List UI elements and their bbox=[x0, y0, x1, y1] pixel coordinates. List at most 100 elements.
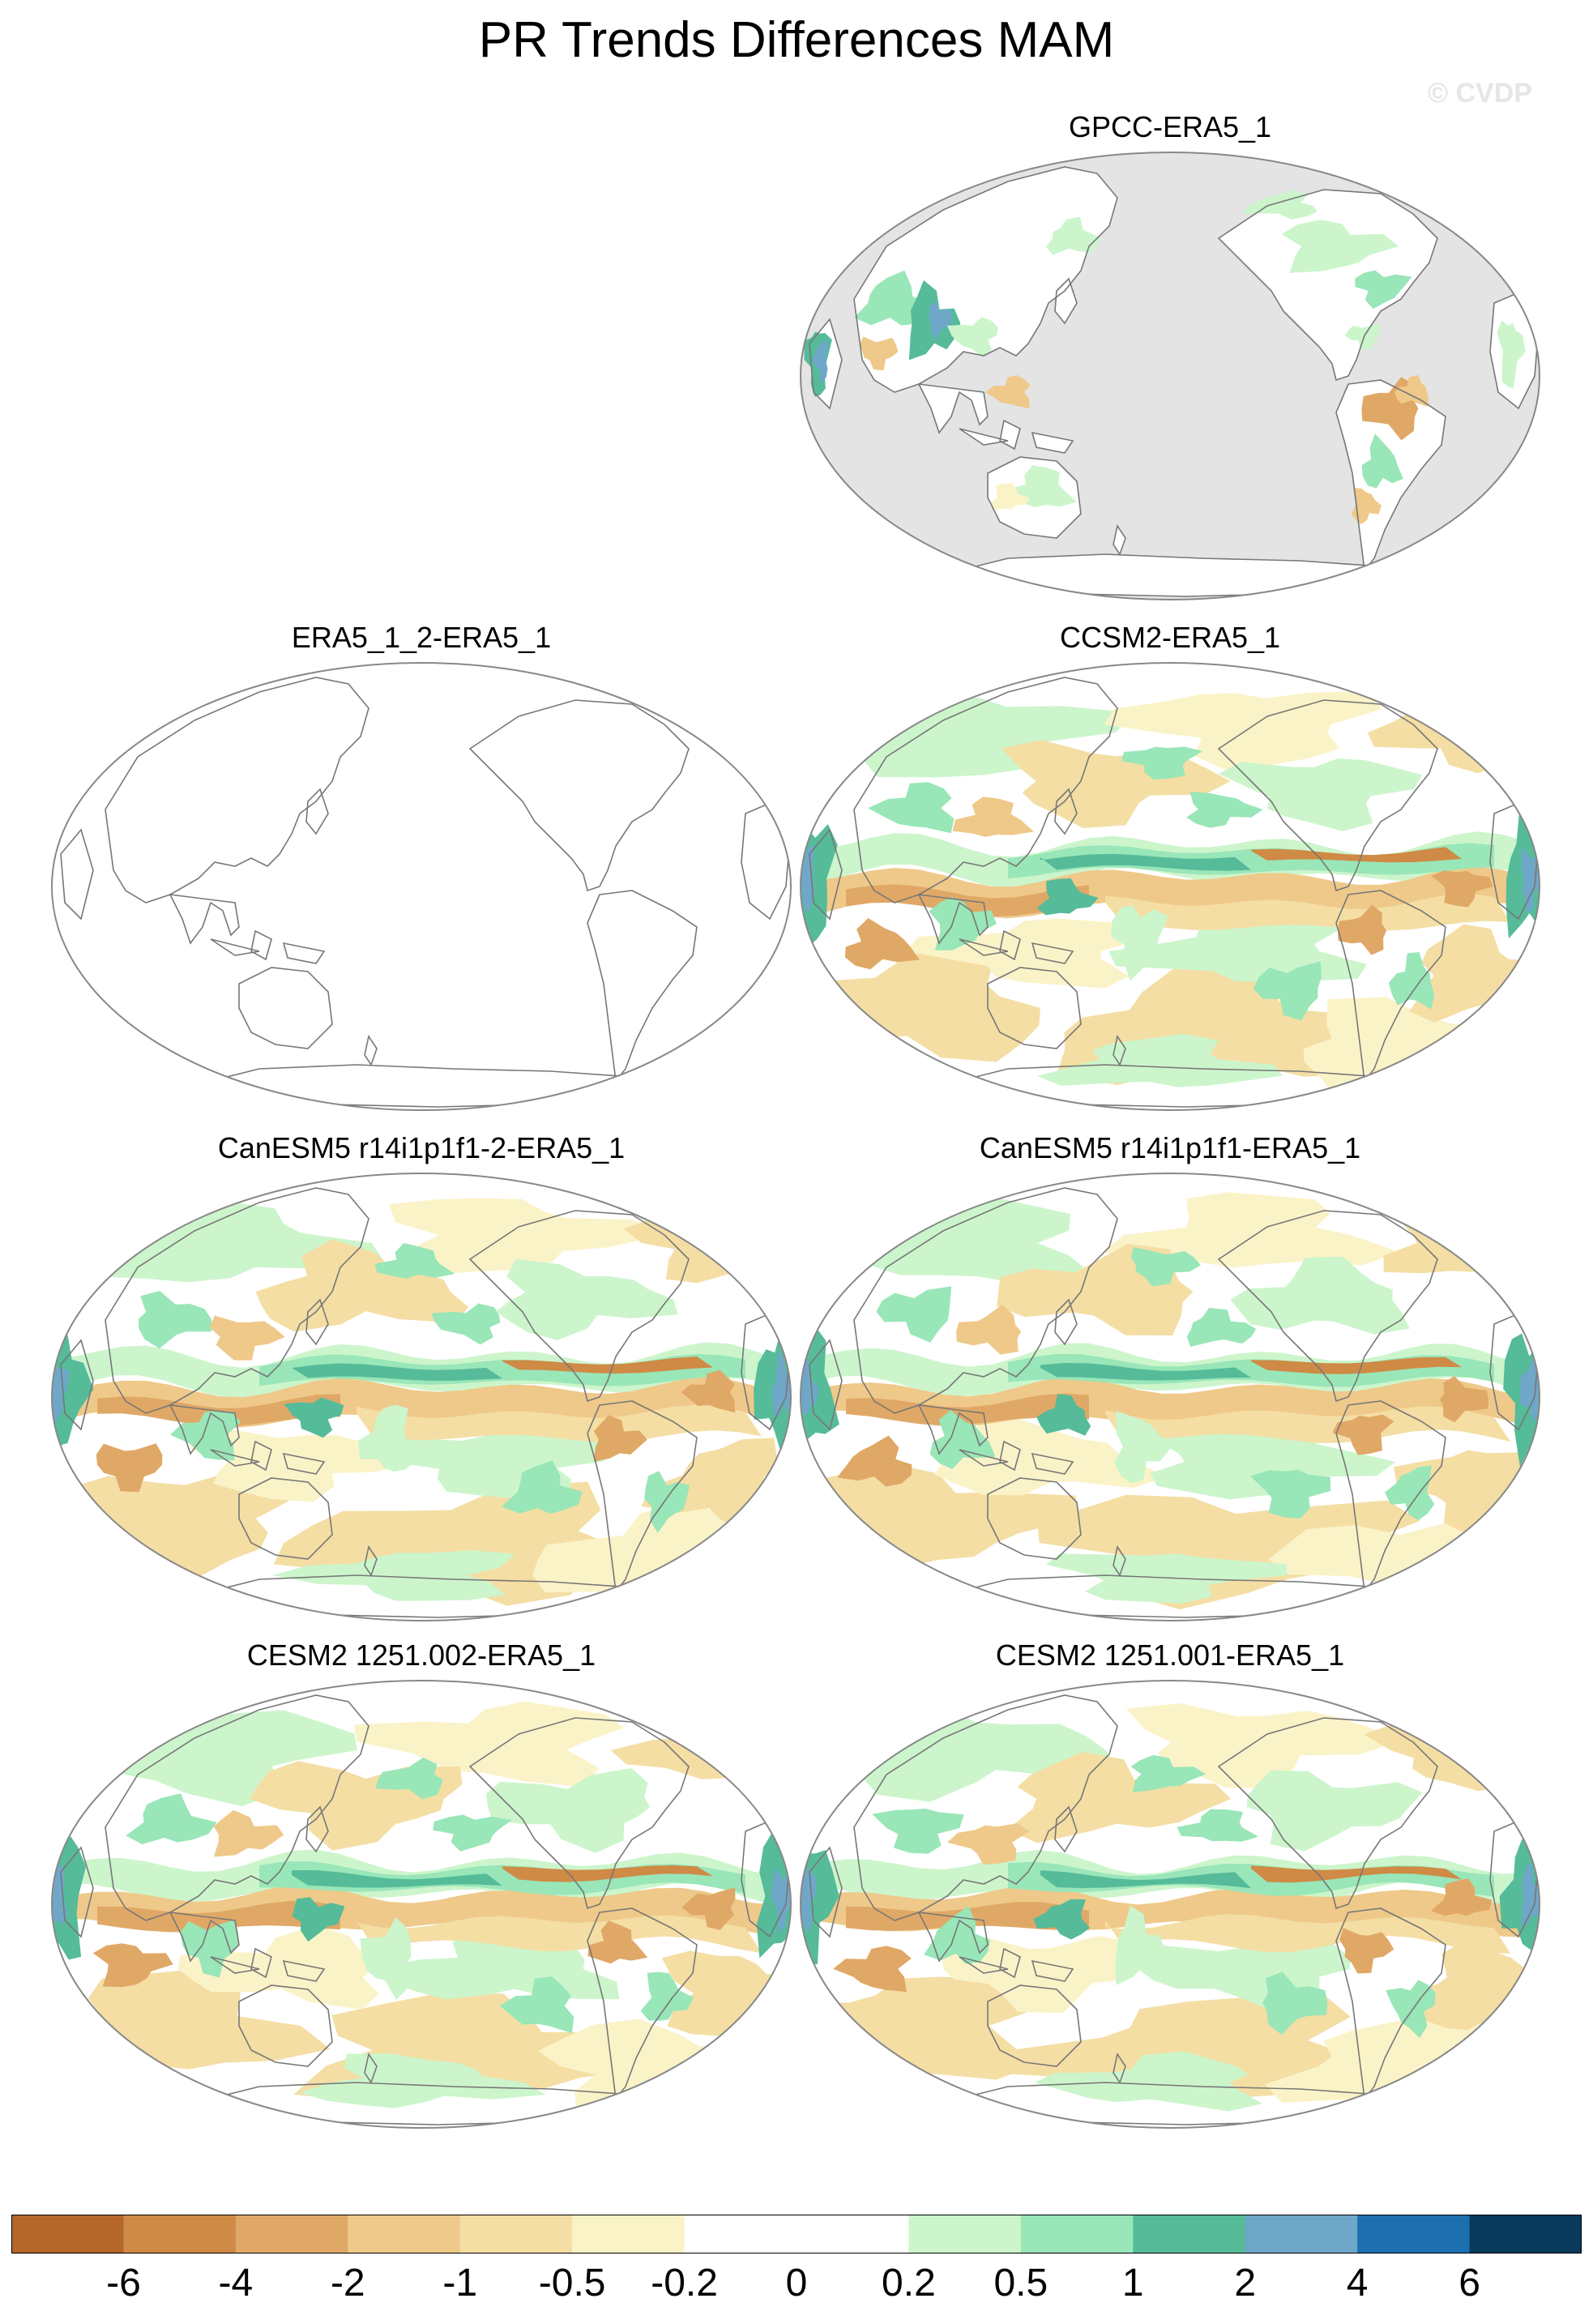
anomaly-patch bbox=[255, 1239, 468, 1332]
coastline bbox=[1428, 683, 1491, 733]
anomaly-band bbox=[1105, 1914, 1510, 1954]
colorbar-tick-label: 2 bbox=[1234, 2262, 1257, 2305]
anomaly-patch bbox=[681, 1369, 736, 1413]
anomaly-patch bbox=[1351, 487, 1382, 524]
anomaly-patch bbox=[985, 375, 1031, 409]
coastline bbox=[917, 1912, 989, 1963]
map-border bbox=[51, 1173, 792, 1621]
anomaly-patch bbox=[1033, 1899, 1091, 1940]
anomaly-band bbox=[1040, 853, 1251, 871]
anomaly-patch bbox=[389, 1198, 666, 1275]
anomaly-patch bbox=[587, 1920, 648, 1964]
anomaly-band bbox=[357, 1915, 762, 1954]
map-field bbox=[52, 663, 791, 1110]
coastline bbox=[210, 1956, 260, 1974]
map-field bbox=[801, 1173, 1540, 1621]
coastline bbox=[809, 1846, 843, 1938]
coastline bbox=[999, 929, 1021, 961]
anomaly-patch bbox=[872, 1809, 964, 1854]
coastline bbox=[987, 1984, 1082, 2067]
anomaly-patch bbox=[1037, 1033, 1283, 1087]
anomaly-patch bbox=[1250, 1469, 1331, 1519]
anomaly-band bbox=[1040, 1362, 1251, 1381]
anomaly-patch bbox=[284, 1397, 344, 1438]
anomaly-patch bbox=[801, 1976, 1040, 2080]
anomaly-patch bbox=[177, 1925, 379, 2010]
anomaly-patch bbox=[299, 2053, 546, 2108]
coastline bbox=[917, 894, 989, 945]
anomaly-patch bbox=[1125, 1703, 1399, 1788]
map bbox=[51, 662, 792, 1111]
colorbar-tick-label: 1 bbox=[1121, 2262, 1144, 2305]
anomaly-patch bbox=[1519, 1352, 1540, 1424]
anomaly-patch bbox=[360, 1916, 412, 2000]
anomaly-patch bbox=[52, 1360, 70, 1426]
coastline bbox=[60, 1339, 94, 1431]
coastline bbox=[305, 1298, 329, 1346]
coastline bbox=[1428, 173, 1491, 223]
anomaly-patch bbox=[988, 483, 1030, 510]
anomaly-patch bbox=[126, 1793, 217, 1844]
anomaly-patch bbox=[801, 845, 815, 915]
anomaly-patch bbox=[1186, 1308, 1257, 1347]
anomaly-field bbox=[52, 1197, 791, 1606]
anomaly-band bbox=[1105, 893, 1510, 931]
anomaly-band bbox=[1040, 1870, 1251, 1889]
panel-canesm5: CanESM5 r14i1p1f1-ERA5_1 bbox=[797, 1131, 1543, 1621]
coastline bbox=[105, 1694, 369, 1921]
map bbox=[800, 662, 1540, 1111]
colorbar-segment bbox=[908, 2215, 1022, 2254]
anomaly-patch bbox=[859, 336, 899, 371]
anomaly-patch bbox=[433, 1814, 512, 1852]
anomaly-band bbox=[1251, 1356, 1462, 1374]
coastline bbox=[1054, 1805, 1078, 1853]
map bbox=[800, 152, 1540, 600]
coastline bbox=[587, 890, 698, 1083]
anomaly-patch bbox=[1522, 1861, 1540, 1928]
map-background bbox=[52, 663, 791, 1110]
coastline bbox=[587, 1400, 698, 1593]
coastline bbox=[169, 894, 240, 945]
coastline bbox=[809, 1339, 843, 1431]
coastline bbox=[853, 1694, 1118, 1921]
anomaly-patch bbox=[271, 1550, 515, 1601]
coastline bbox=[1031, 1959, 1074, 1982]
panel-title: CESM2 1251.002-ERA5_1 bbox=[246, 1638, 596, 1672]
colorbar-segment bbox=[796, 2215, 909, 2254]
anomaly-patch bbox=[1108, 915, 1368, 983]
anomaly-patch bbox=[644, 1471, 690, 1533]
anomaly-patch bbox=[956, 1305, 1021, 1355]
coastline bbox=[959, 938, 1009, 956]
coastline bbox=[105, 677, 369, 904]
coastline bbox=[853, 1187, 1118, 1414]
anomaly-patch bbox=[1045, 1553, 1288, 1604]
coastline bbox=[1428, 1701, 1491, 1751]
anomaly-patch bbox=[1035, 2051, 1262, 2112]
coastline bbox=[959, 1449, 1009, 1467]
anomaly-patch bbox=[1115, 1905, 1166, 1985]
anomaly-patch bbox=[1431, 1878, 1493, 1916]
anomaly-patch bbox=[942, 1936, 1138, 2014]
coastline bbox=[959, 1956, 1009, 1974]
map-border bbox=[800, 1680, 1540, 2129]
anomaly-band bbox=[357, 1404, 762, 1442]
colorbar-tick-label: -6 bbox=[106, 2262, 141, 2305]
anomaly-field bbox=[801, 690, 1540, 1098]
anomaly-band bbox=[1008, 843, 1494, 879]
coastline bbox=[1335, 1907, 1446, 2100]
panel-ccsm2: CCSM2-ERA5_1 bbox=[797, 621, 1543, 1111]
anomaly-field bbox=[52, 1701, 791, 2117]
anomaly-patch bbox=[499, 1976, 574, 2034]
colorbar-segment bbox=[684, 2215, 797, 2254]
anomaly-band bbox=[292, 1869, 502, 1888]
colorbar-segment bbox=[1469, 2215, 1582, 2254]
anomaly-patch bbox=[681, 1887, 736, 1930]
anomaly-patch bbox=[844, 918, 920, 970]
anomaly-patch bbox=[485, 1768, 651, 1853]
coastline bbox=[250, 929, 272, 961]
map bbox=[800, 1173, 1540, 1621]
coastline bbox=[587, 1907, 698, 2100]
coastline bbox=[169, 1404, 240, 1455]
colorbar-segment bbox=[1357, 2215, 1471, 2254]
anomaly-patch bbox=[1361, 434, 1403, 489]
